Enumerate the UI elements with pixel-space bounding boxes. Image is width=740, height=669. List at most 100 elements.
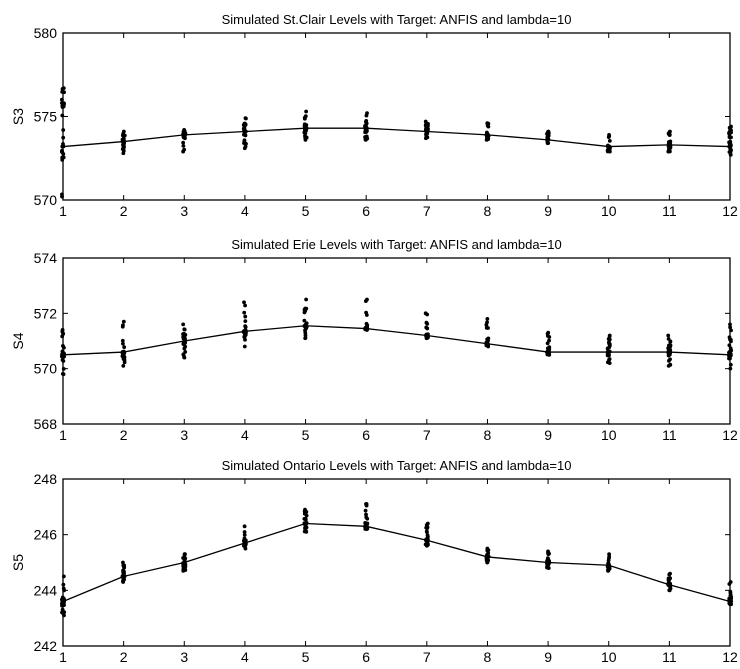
scatter-point	[668, 344, 672, 349]
scatter-point	[605, 353, 610, 358]
scatter-point	[60, 610, 64, 615]
scatter-point	[364, 134, 369, 139]
scatter-point	[303, 528, 308, 533]
scatter-point	[242, 310, 247, 315]
scatter-point	[545, 130, 550, 135]
chart-panel-3: Simulated Ontario Levels with Target: AN…	[10, 458, 738, 665]
scatter-point	[727, 343, 732, 348]
scatter-point	[302, 511, 307, 516]
scatter-point	[243, 324, 248, 328]
scatter-point	[121, 341, 125, 346]
scatter-point	[364, 121, 369, 126]
y-tick-label: 572	[34, 305, 58, 321]
x-tick-label: 9	[544, 427, 552, 443]
scatter-point	[727, 350, 731, 355]
scatter-point	[181, 556, 186, 560]
scatter-point	[363, 508, 368, 513]
scatter-point	[182, 327, 187, 332]
scatter-point	[607, 343, 612, 347]
scatter-point	[607, 139, 612, 143]
scatter-point	[302, 116, 307, 121]
scatter-point	[182, 346, 187, 351]
scatter-point	[243, 319, 248, 324]
scatter-point	[728, 593, 733, 598]
scatter-point	[243, 337, 247, 342]
scatter-point	[303, 525, 307, 530]
scatter-point	[546, 133, 550, 138]
scatter-point	[364, 113, 369, 118]
x-tick-label: 6	[362, 649, 370, 665]
y-tick-label: 242	[34, 638, 58, 654]
scatter-point	[666, 333, 671, 338]
scatter-point	[302, 516, 307, 521]
x-tick-label: 2	[120, 427, 128, 443]
scatter-point	[486, 124, 491, 129]
scatter-point	[60, 371, 65, 376]
scatter-point	[547, 347, 552, 351]
scatter-point	[121, 577, 126, 581]
x-tick-label: 8	[484, 649, 492, 665]
scatter-point	[60, 86, 65, 91]
scatter-point	[729, 135, 733, 140]
x-tick-label: 7	[423, 649, 431, 665]
x-tick-label: 3	[180, 203, 188, 219]
scatter-point	[485, 337, 490, 342]
scatter-point	[242, 300, 246, 305]
scatter-point	[303, 133, 307, 138]
chart-panel-2: Simulated Erie Levels with Target: ANFIS…	[10, 237, 738, 443]
x-tick-label: 2	[120, 649, 128, 665]
axes-frame	[62, 478, 731, 647]
x-tick-label: 10	[601, 203, 617, 219]
scatter-point	[424, 523, 429, 527]
scatter-point	[60, 595, 65, 600]
scatter-point	[484, 322, 489, 327]
x-tick-label: 11	[662, 649, 677, 665]
y-tick-label: 244	[34, 582, 58, 598]
scatter-point	[547, 335, 552, 339]
scatter-point	[60, 603, 64, 608]
scatter-point	[666, 140, 671, 144]
x-tick-label: 9	[544, 649, 552, 665]
scatter-point	[242, 530, 247, 534]
scatter-point	[485, 316, 490, 321]
scatter-point	[121, 145, 126, 150]
x-tick-label: 11	[662, 203, 677, 219]
target-line	[62, 325, 731, 356]
scatter-point	[302, 124, 307, 128]
scatter-point	[60, 157, 65, 162]
x-tick-label: 5	[302, 203, 310, 219]
scatter-point	[61, 582, 66, 587]
scatter-point	[183, 349, 188, 354]
scatter-point	[61, 135, 66, 140]
scatter-point	[363, 521, 368, 526]
scatter-point	[181, 322, 186, 327]
scatter-point	[242, 524, 247, 529]
scatter-point	[728, 129, 733, 133]
y-tick-label: 246	[34, 527, 58, 543]
scatter-point	[666, 578, 671, 583]
scatter-point	[605, 360, 610, 365]
x-tick-label: 8	[484, 427, 492, 443]
scatter-point	[60, 599, 65, 604]
x-tick-label: 6	[362, 427, 370, 443]
scatter-point	[729, 328, 733, 333]
x-tick-label: 4	[241, 203, 249, 219]
scatter-point	[60, 329, 65, 334]
scatter-point	[667, 572, 672, 577]
scatter-point	[302, 318, 307, 323]
scatter-point	[181, 564, 186, 569]
y-tick-label: 570	[34, 361, 58, 377]
axes-frame	[62, 32, 731, 201]
y-axis-label: S5	[10, 554, 26, 571]
scatter-point	[363, 299, 368, 304]
scatter-point	[364, 313, 369, 317]
scatter-point	[242, 121, 247, 126]
y-axis-label: S3	[10, 108, 26, 125]
scatter-point	[62, 588, 67, 593]
y-tick-label: 568	[34, 416, 58, 432]
scatter-point	[425, 541, 430, 546]
target-line	[62, 522, 731, 603]
scatter-point	[545, 565, 550, 570]
y-tick-label: 248	[34, 471, 58, 487]
